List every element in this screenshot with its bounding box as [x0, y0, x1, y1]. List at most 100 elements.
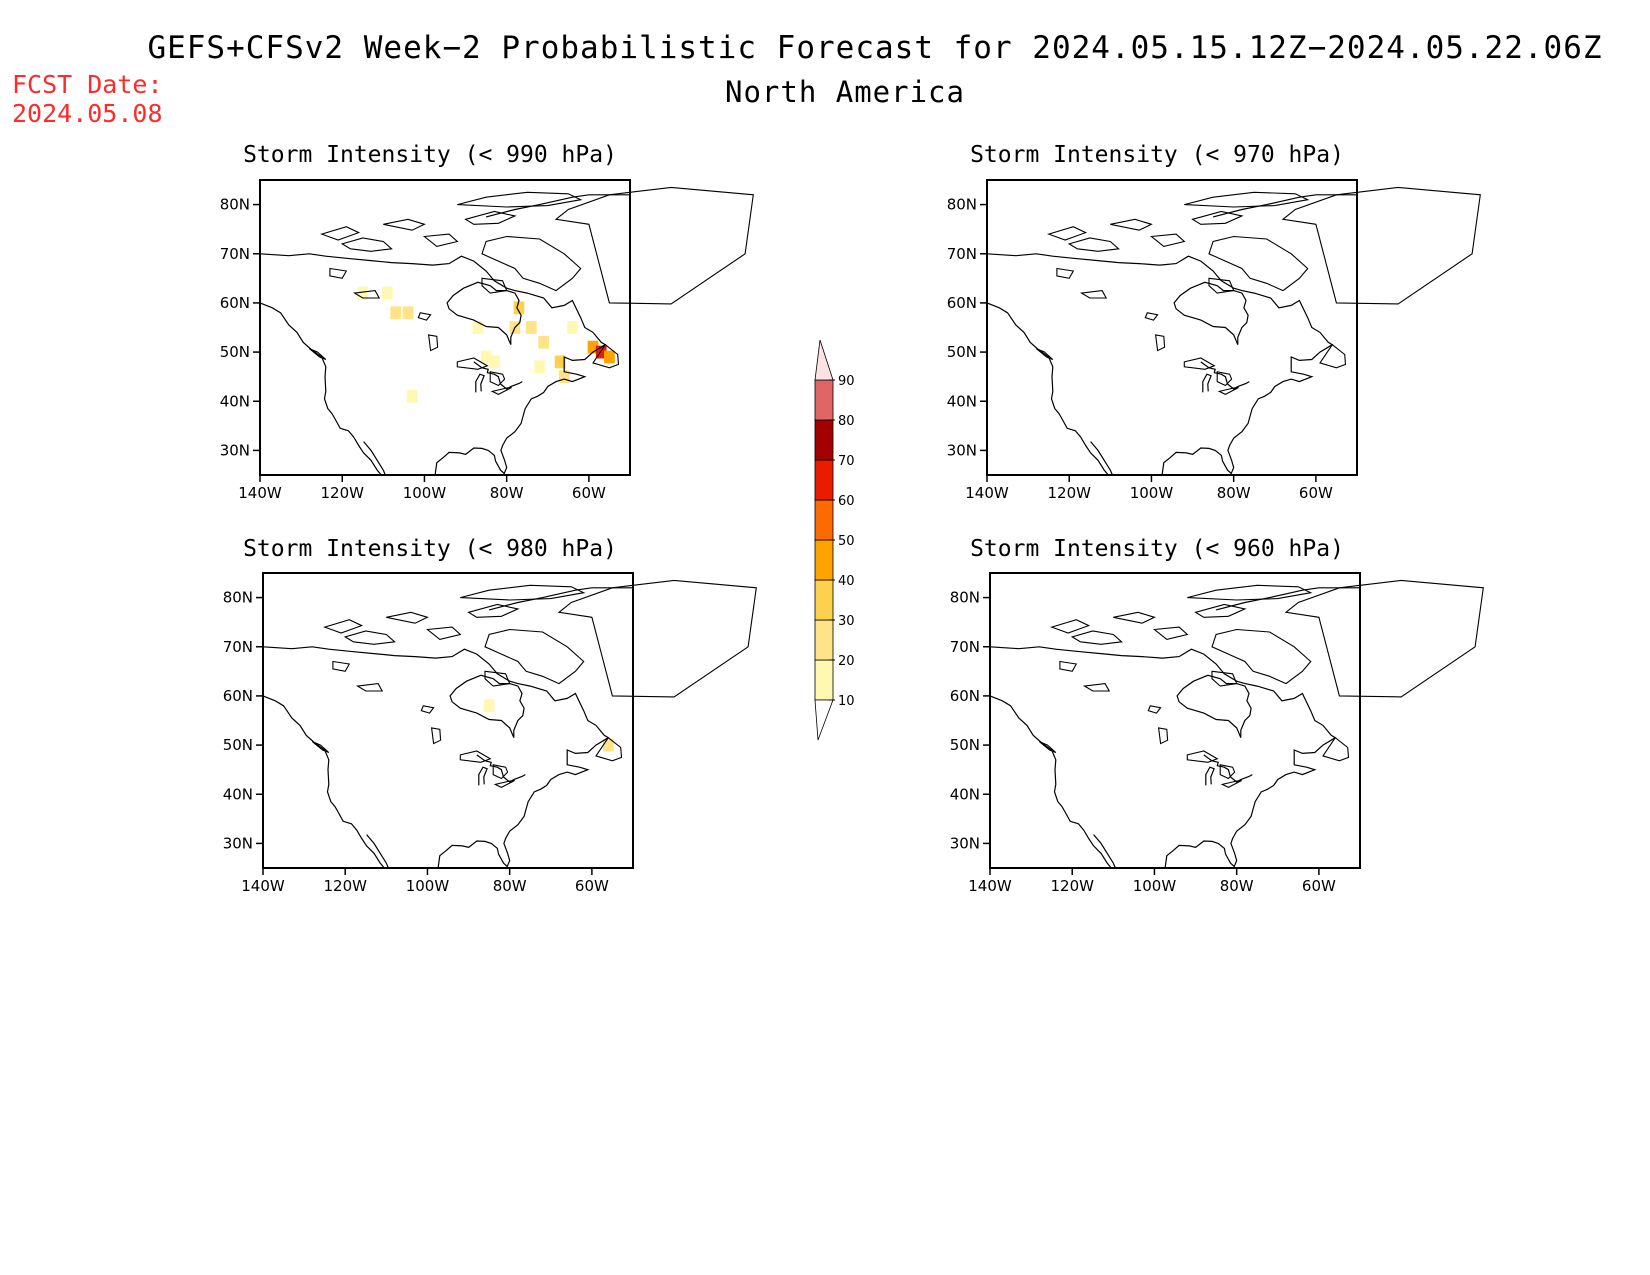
lon-tick-label: 140W — [965, 484, 1009, 502]
lat-tick-label: 50N — [950, 736, 980, 754]
colorbar-swatch — [814, 459, 834, 501]
lon-tick-label: 100W — [1133, 877, 1177, 895]
coastline — [352, 290, 381, 299]
coastline — [989, 646, 1337, 869]
coastline — [481, 235, 582, 292]
colorbar-swatch — [814, 499, 834, 541]
coastline — [329, 267, 348, 279]
lat-tick-label: 30N — [950, 834, 980, 852]
coastline — [1219, 764, 1236, 780]
lat-tick-label: 30N — [223, 834, 253, 852]
colorbar-label: 40 — [838, 574, 855, 589]
colorbar-label: 60 — [838, 494, 855, 509]
coastline — [1284, 579, 1484, 698]
colorbar-swatch — [814, 539, 834, 581]
lat-tick-label: 80N — [223, 589, 253, 607]
colorbar-swatch — [814, 419, 834, 461]
coastline — [1176, 674, 1252, 738]
colorbar-label: 50 — [838, 534, 855, 549]
coastline — [1208, 277, 1235, 294]
lon-tick-label: 100W — [403, 484, 447, 502]
forecast-date-value: 2024.05.08 — [12, 99, 163, 128]
coastline — [1205, 766, 1215, 786]
probability-cell — [554, 355, 566, 369]
colorbar-low-arrow — [814, 699, 834, 741]
coastline — [446, 281, 522, 345]
lat-tick-label: 40N — [223, 785, 253, 803]
coastline — [460, 584, 586, 601]
coastline — [259, 302, 382, 476]
coastline — [1038, 741, 1057, 754]
lat-tick-label: 60N — [947, 294, 977, 312]
coastline — [386, 611, 429, 624]
coastline — [1046, 226, 1088, 241]
coastline — [488, 587, 633, 611]
coastline — [1157, 727, 1169, 745]
coastline — [489, 371, 506, 387]
coastline — [1152, 626, 1189, 640]
lon-tick-label: 100W — [406, 877, 450, 895]
coastline — [1211, 628, 1312, 685]
lat-tick-label: 50N — [220, 343, 250, 361]
probability-cell — [513, 301, 525, 315]
colorbar-label: 20 — [838, 654, 855, 669]
coastline — [340, 237, 393, 252]
coastline — [422, 233, 459, 247]
coastline — [1211, 670, 1238, 687]
probability-cell — [538, 335, 550, 349]
lon-tick-label: 60W — [1302, 877, 1336, 895]
coastline — [1194, 603, 1247, 618]
panel-title-990: Storm Intensity (< 990 hPa) — [243, 142, 617, 168]
coastline — [484, 628, 585, 685]
coastline — [1208, 235, 1309, 292]
colorbar-swatch — [814, 379, 834, 421]
coastline — [311, 741, 330, 754]
map-panel-960: 80N 70N 60N 50N 40N 30N 140W 120W 100W 80W 60W — [950, 572, 1484, 895]
coastline — [986, 302, 1109, 476]
coastline — [475, 373, 485, 393]
coastline — [595, 736, 623, 762]
coastline — [332, 660, 351, 672]
coastline — [592, 343, 620, 369]
coastline — [1113, 611, 1156, 624]
coastline — [464, 210, 517, 225]
coastline — [492, 764, 509, 780]
probability-cell — [558, 370, 570, 384]
coastline — [1203, 754, 1253, 783]
coastline — [1035, 348, 1054, 361]
lon-tick-label: 140W — [238, 484, 282, 502]
coastline — [554, 186, 754, 305]
coastline — [1200, 361, 1250, 390]
coastline — [420, 705, 435, 714]
coastline — [1212, 194, 1357, 218]
coastline — [493, 779, 515, 789]
coastline — [1056, 267, 1075, 279]
coastline — [989, 695, 1112, 869]
lat-tick-label: 70N — [950, 638, 980, 656]
coastline — [1215, 587, 1360, 611]
lon-tick-label: 120W — [320, 484, 364, 502]
lat-tick-label: 40N — [220, 392, 250, 410]
coastline — [1154, 334, 1166, 352]
colorbar-label: 90 — [838, 374, 855, 389]
coastline — [1144, 312, 1159, 321]
lon-tick-label: 120W — [1050, 877, 1094, 895]
map-frame — [262, 572, 634, 869]
colorbar-high-arrow — [814, 339, 834, 381]
lat-tick-label: 40N — [950, 785, 980, 803]
lat-tick-label: 40N — [947, 392, 977, 410]
lon-tick-label: 80W — [1220, 877, 1254, 895]
colorbar-label: 30 — [838, 614, 855, 629]
coastline — [1217, 386, 1239, 396]
probability-colorbar: 10 20 30 40 50 60 70 80 90 — [814, 339, 855, 741]
coastline — [1187, 584, 1313, 601]
panel-title-980: Storm Intensity (< 980 hPa) — [243, 536, 617, 562]
colorbar-label: 10 — [838, 694, 855, 709]
coastline — [363, 441, 386, 476]
coastline — [262, 646, 610, 869]
map-panel-970: 80N 70N 60N 50N 40N 30N 140W 120W 100W 80W 60W — [947, 179, 1481, 502]
coastline — [478, 766, 488, 786]
lon-tick-label: 80W — [493, 877, 527, 895]
coastline — [1216, 371, 1233, 387]
coastline — [355, 683, 384, 692]
